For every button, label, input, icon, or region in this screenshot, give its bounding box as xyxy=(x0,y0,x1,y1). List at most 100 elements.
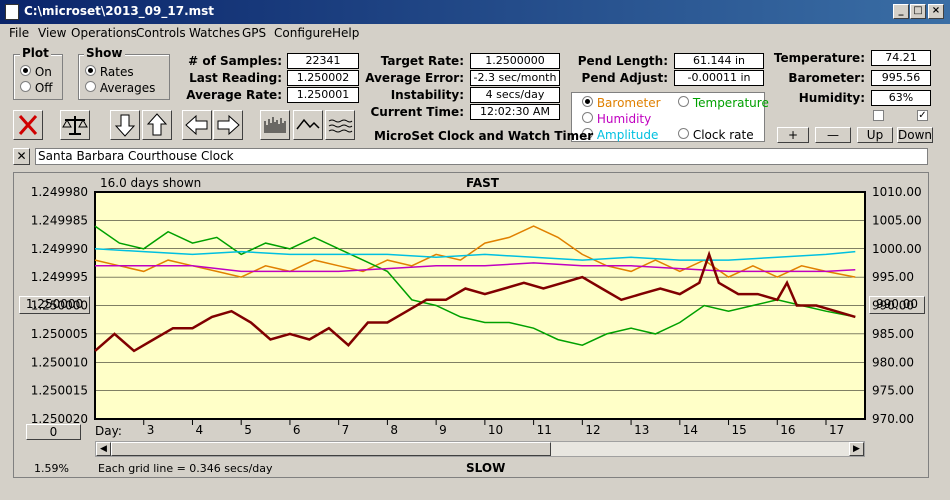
menu-configure[interactable]: Configure xyxy=(274,26,333,40)
x-tick-label: 16 xyxy=(780,423,795,437)
noise-graph-icon xyxy=(328,119,353,133)
aux-barometer-option[interactable]: Barometer xyxy=(582,96,661,110)
fast-label: FAST xyxy=(466,176,499,190)
y-tick-label-right: 995.00 xyxy=(872,270,914,284)
x-tick-label: 13 xyxy=(634,423,649,437)
y-tick-label-right: 990.00 xyxy=(872,299,914,313)
maximize-button[interactable]: □ xyxy=(910,4,926,19)
scroll-right-button[interactable] xyxy=(213,110,243,140)
show-temperature-checkbox[interactable] xyxy=(873,110,884,121)
show-humidity-checkbox[interactable]: ✓ xyxy=(917,110,928,121)
y-tick-label-left: 1.250000 xyxy=(31,299,88,313)
scroll-left-arrow-icon[interactable]: ◀ xyxy=(96,442,111,456)
aux-temperature-label: Temperature xyxy=(692,96,769,110)
menu-controls[interactable]: Controls xyxy=(136,26,186,40)
close-icon: ✕ xyxy=(16,149,27,163)
aux-minus-button[interactable]: — xyxy=(815,127,851,143)
grid-note: Each grid line = 0.346 secs/day xyxy=(98,462,273,475)
plot-on-radio[interactable] xyxy=(20,65,31,76)
menu-file[interactable]: File xyxy=(9,26,30,40)
show-averages-label: Averages xyxy=(99,81,156,95)
aux-down-button[interactable]: Down xyxy=(897,127,933,143)
series-line-humidity xyxy=(95,262,856,273)
menu-watches[interactable]: Watches xyxy=(189,26,240,40)
menu-operations[interactable]: Operations xyxy=(71,26,137,40)
y-tick-label-left: 1.249995 xyxy=(31,270,88,284)
stop-button[interactable] xyxy=(13,110,43,140)
samples-label: # of Samples: xyxy=(188,54,282,68)
center-aux-button[interactable]: 990.00 xyxy=(869,296,925,314)
arrow-left-icon xyxy=(185,114,208,136)
humidity-value: 63% xyxy=(871,90,931,106)
menu-help[interactable]: Help xyxy=(332,26,360,40)
series-line-temperature xyxy=(94,225,856,346)
barometer-value: 995.56 xyxy=(871,70,931,86)
menu-gps[interactable]: GPS xyxy=(242,26,267,40)
balance-button[interactable] xyxy=(60,110,90,140)
scroll-right-arrow-icon[interactable]: ▶ xyxy=(849,442,864,456)
x-tick-label: 14 xyxy=(683,423,698,437)
show-rates-option[interactable]: Rates xyxy=(85,65,134,79)
stop-x-icon xyxy=(18,115,38,135)
aux-clockrate-option[interactable]: Clock rate xyxy=(678,128,754,142)
clock-name-input[interactable]: Santa Barbara Courthouse Clock xyxy=(35,148,928,165)
plot-on-label: On xyxy=(34,65,52,79)
target-rate-value: 1.2500000 xyxy=(470,53,560,69)
aux-humidity-radio[interactable] xyxy=(582,112,593,123)
close-window-button[interactable]: × xyxy=(928,4,944,19)
x-tick-label: 8 xyxy=(390,423,398,437)
aux-up-button[interactable]: Up xyxy=(857,127,893,143)
noise-graph-button[interactable] xyxy=(325,110,355,140)
y-tick-label-right: 975.00 xyxy=(872,384,914,398)
time-scrollbar[interactable]: ◀ ▶ xyxy=(95,441,865,457)
aux-amplitude-option[interactable]: Amplitude xyxy=(582,128,658,142)
plot-off-radio[interactable] xyxy=(20,81,31,92)
y-tick-label-left: 1.250020 xyxy=(31,412,88,426)
aux-amplitude-radio[interactable] xyxy=(582,128,593,139)
plot-off-option[interactable]: Off xyxy=(20,81,53,95)
minimize-button[interactable]: _ xyxy=(893,4,909,19)
y-tick-label-left: 1.250015 xyxy=(31,384,88,398)
aux-clockrate-radio[interactable] xyxy=(678,128,689,139)
average-rate-value: 1.250001 xyxy=(287,87,359,103)
pend-length-value: 61.144 in xyxy=(674,53,764,69)
clear-clock-button[interactable]: ✕ xyxy=(13,148,30,165)
show-averages-radio[interactable] xyxy=(85,81,96,92)
bar-graph-button[interactable] xyxy=(260,110,290,140)
current-time-label: Current Time: xyxy=(370,105,464,119)
line-graph-button[interactable] xyxy=(293,110,323,140)
plot-on-option[interactable]: On xyxy=(20,65,52,79)
temperature-label: Temperature: xyxy=(773,51,865,65)
x-tick-label: 17 xyxy=(829,423,844,437)
scroll-up-button[interactable] xyxy=(142,110,172,140)
scrollbar-thumb[interactable] xyxy=(111,442,551,456)
y-tick-label-right: 1005.00 xyxy=(872,213,922,227)
x-tick-label: 3 xyxy=(147,423,155,437)
bar-graph-icon xyxy=(264,117,286,133)
aux-temperature-option[interactable]: Temperature xyxy=(678,96,769,110)
center-rate-button[interactable]: 1.250000 xyxy=(19,296,90,314)
day-axis-label: Day: xyxy=(95,424,122,438)
show-rates-radio[interactable] xyxy=(85,65,96,76)
aux-humidity-option[interactable]: Humidity xyxy=(582,112,651,126)
aux-plot-selector xyxy=(571,92,765,142)
aux-temperature-radio[interactable] xyxy=(678,96,689,107)
series-line-amplitude xyxy=(94,248,856,261)
zero-button[interactable]: 0 xyxy=(26,424,81,440)
y-tick-label-right: 970.00 xyxy=(872,412,914,426)
y-tick-label-left: 1.249985 xyxy=(31,213,88,227)
scroll-left-button[interactable] xyxy=(182,110,212,140)
aux-clockrate-label: Clock rate xyxy=(692,128,754,142)
show-averages-option[interactable]: Averages xyxy=(85,81,155,95)
menu-view[interactable]: View xyxy=(38,26,67,40)
scroll-down-button[interactable] xyxy=(110,110,140,140)
pend-adjust-value: -0.00011 in xyxy=(674,70,764,86)
aux-barometer-radio[interactable] xyxy=(582,96,593,107)
x-tick-label: 9 xyxy=(439,423,447,437)
y-tick-label-right: 985.00 xyxy=(872,327,914,341)
aux-plus-button[interactable]: + xyxy=(777,127,809,143)
x-tick-label: 11 xyxy=(537,423,552,437)
x-tick-label: 6 xyxy=(293,423,301,437)
average-error-value: -2.3 sec/month xyxy=(470,70,560,86)
